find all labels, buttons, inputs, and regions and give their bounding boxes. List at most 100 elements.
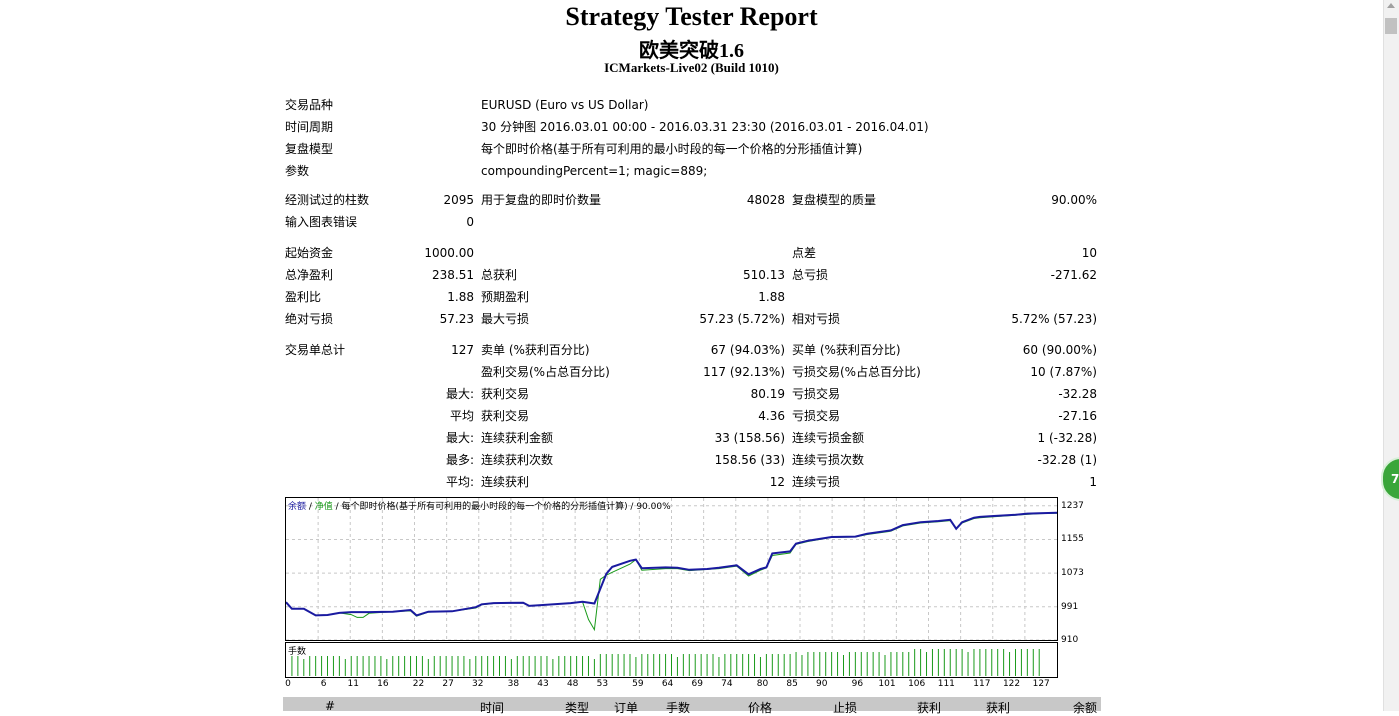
col-type: 类型 — [565, 701, 590, 715]
gross-loss-label: 总亏损 — [792, 268, 829, 282]
col-balance: 余额 — [1073, 701, 1098, 715]
x-tick-label: 32 — [472, 679, 484, 689]
x-tick-label: 106 — [908, 679, 926, 689]
bars-label: 经测试过的柱数 — [285, 193, 370, 207]
avg-consecutive-losses-value: 1 — [1089, 475, 1097, 489]
x-tick-label: 85 — [786, 679, 798, 689]
balance-chart — [285, 497, 1058, 641]
average-win-value: 4.36 — [758, 409, 785, 423]
max-drawdown-value: 57.23 (5.72%) — [699, 312, 785, 326]
x-tick-label: 16 — [377, 679, 389, 689]
avg-consecutive-wins-label: 连续获利 — [481, 475, 530, 489]
gross-profit-value: 510.13 — [743, 268, 785, 282]
average-loss-label: 亏损交易 — [792, 409, 841, 423]
gross-profit-label: 总获利 — [481, 268, 518, 282]
y-tick-label: 1155 — [1061, 534, 1084, 545]
expected-payoff-value: 1.88 — [758, 290, 785, 304]
x-tick-label: 48 — [566, 679, 579, 689]
model-value: 每个即时价格(基于所有可利用的最小时段的每一个价格的分形插值计算) — [481, 142, 863, 156]
volume-label: 手数 — [288, 647, 307, 657]
params-value: compoundingPercent=1; magic=889; — [481, 164, 708, 178]
x-tick-label: 101 — [878, 679, 896, 689]
max-consecutive-losses-value: 1 (-32.28) — [1037, 431, 1098, 445]
abs-drawdown-value: 57.23 — [439, 312, 474, 326]
gross-loss-value: -271.62 — [1050, 268, 1097, 282]
profit-trades-label: 盈利交易(%占总百分比) — [481, 365, 610, 379]
balance-line — [285, 511, 1058, 617]
max-consecutive-loss-label: 连续亏损次数 — [792, 453, 865, 467]
symbol-label: 交易品种 — [285, 98, 334, 112]
deposit-label: 起始资金 — [285, 246, 334, 260]
spread-label: 点差 — [792, 246, 817, 260]
col-profit: 获利 — [986, 701, 1011, 715]
max-consecutive-wins-label: 连续获利金额 — [481, 431, 554, 445]
y-tick-label: 910 — [1061, 635, 1079, 645]
x-tick-label: 43 — [537, 679, 549, 689]
x-tick-label: 59 — [632, 679, 644, 689]
x-tick-label: 69 — [691, 679, 703, 689]
largest-win-value: 80.19 — [750, 387, 785, 401]
col-time: 时间 — [480, 701, 505, 715]
loss-trades-label: 亏损交易(%占总百分比) — [792, 365, 921, 379]
caption-rest: / 每个即时价格(基于所有可利用的最小时段的每一个价格的分形插值计算) / 90… — [332, 502, 671, 512]
abs-drawdown-label: 绝对亏损 — [285, 312, 334, 326]
col-number: # — [325, 699, 336, 713]
y-tick-label: 1237 — [1061, 500, 1084, 511]
rel-drawdown-value: 5.72% (57.23) — [1011, 312, 1097, 326]
largest-label: 最大: — [445, 387, 474, 401]
x-tick-label: 22 — [412, 679, 425, 689]
col-lots: 手数 — [666, 701, 691, 715]
x-tick-label: 53 — [596, 679, 609, 689]
scroll-up-arrow-icon[interactable] — [1387, 3, 1395, 8]
most-label: 最多: — [445, 453, 474, 467]
col-price: 价格 — [748, 701, 773, 715]
max-drawdown-label: 最大亏损 — [481, 312, 530, 326]
scrollbar-thumb[interactable] — [1385, 18, 1397, 34]
x-tick-label: 122 — [1002, 679, 1021, 689]
errors-label: 输入图表错误 — [285, 215, 358, 229]
ticks-value: 48028 — [746, 193, 785, 207]
profit-factor-label: 盈利比 — [285, 290, 322, 304]
x-tick-label: 90 — [816, 679, 828, 689]
chart-caption: 余额 / 净值 / 每个即时价格(基于所有可利用的最小时段的每一个价格的分形插值… — [288, 499, 671, 512]
col-takeprofit: 获利 — [917, 701, 942, 715]
page-scrollbar[interactable] — [1383, 0, 1399, 711]
caption-sep: / — [306, 502, 315, 512]
total-trades-value: 127 — [451, 343, 474, 357]
x-tick-label: 64 — [661, 679, 674, 689]
expected-payoff-label: 预期盈利 — [481, 290, 530, 304]
average-win-label: 获利交易 — [481, 409, 530, 423]
ticks-label: 用于复盘的即时价数量 — [481, 193, 602, 207]
x-tick-label: 117 — [973, 679, 991, 689]
col-stoploss: 止损 — [833, 701, 858, 715]
x-tick-label: 27 — [442, 679, 454, 689]
volume-chart-plot — [291, 649, 1040, 676]
x-tick-label: 127 — [1032, 679, 1050, 689]
loss-trades-value: 10 (7.87%) — [1030, 365, 1097, 379]
avg-consecutive-wins-value: 12 — [769, 475, 785, 489]
report-title: Strategy Tester Report — [565, 2, 818, 31]
max-consecutive-loss-value: -32.28 (1) — [1037, 453, 1098, 467]
params-label: 参数 — [285, 164, 310, 178]
maximum-label: 最大: — [445, 431, 474, 445]
max-consecutive-losses-label: 连续亏损金额 — [792, 431, 865, 445]
y-tick-label: 991 — [1061, 601, 1079, 612]
trades-table-header — [283, 697, 1101, 711]
caption-equity: 净值 — [314, 502, 333, 512]
errors-value: 0 — [466, 215, 474, 229]
max-consecutive-profit-value: 158.56 (33) — [714, 453, 785, 467]
net-profit-label: 总净盈利 — [285, 268, 334, 282]
profit-factor-value: 1.88 — [447, 290, 474, 304]
total-trades-label: 交易单总计 — [285, 343, 346, 357]
x-tick-label: 80 — [756, 679, 769, 689]
avg-consecutive-losses-label: 连续亏损 — [792, 475, 841, 489]
profit-trades-value: 117 (92.13%) — [703, 365, 785, 379]
largest-loss-value: -32.28 — [1058, 387, 1097, 401]
symbol-value: EURUSD (Euro vs US Dollar) — [481, 98, 649, 112]
max-consecutive-wins-value: 33 (158.56) — [714, 431, 785, 445]
long-positions-label: 买单 (%获利百分比) — [792, 343, 901, 357]
bars-value: 2095 — [443, 193, 474, 207]
balance-chart-plot — [285, 498, 1058, 641]
largest-loss-label: 亏损交易 — [792, 387, 841, 401]
caption-balance: 余额 — [288, 502, 307, 512]
